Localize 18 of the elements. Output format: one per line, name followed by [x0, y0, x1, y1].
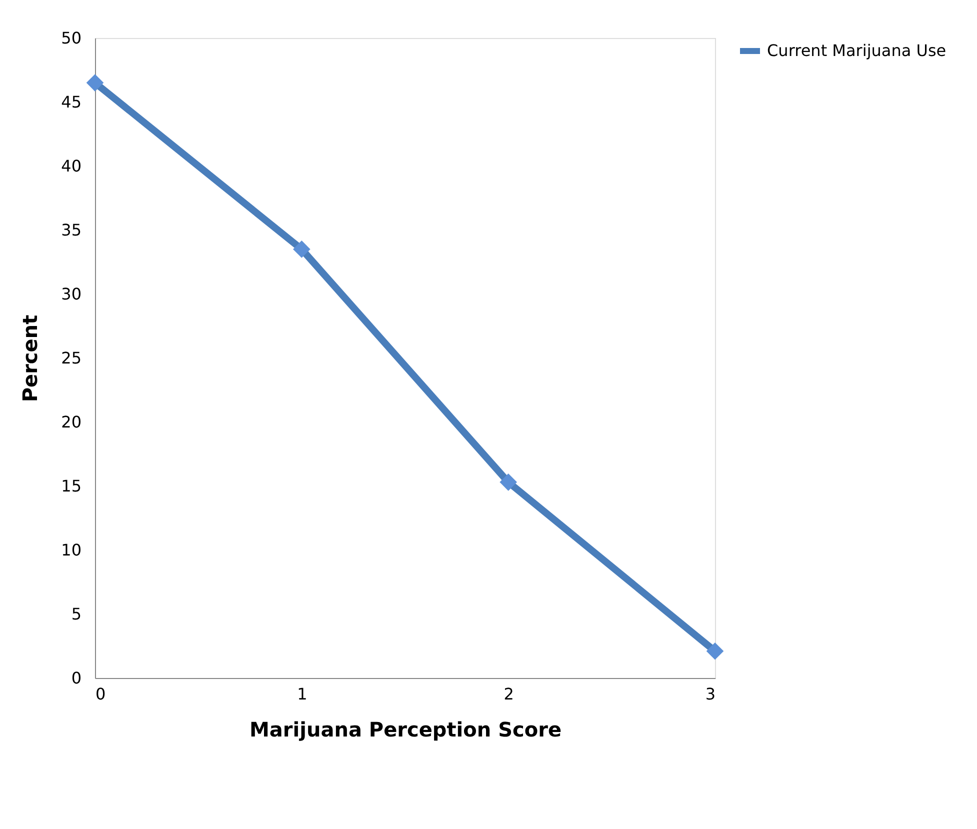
y-tick-label: 45 — [61, 92, 82, 112]
y-axis-title: Percent — [18, 314, 42, 402]
y-tick-label: 15 — [61, 476, 82, 496]
x-tick-label: 3 — [705, 684, 716, 704]
y-tick-label: 0 — [71, 668, 82, 688]
y-tick-label: 35 — [61, 220, 82, 240]
y-tick-label: 30 — [61, 284, 82, 304]
y-tick-label: 40 — [61, 156, 82, 176]
legend-label: Current Marijuana Use — [767, 41, 946, 60]
y-tick-label: 25 — [61, 348, 82, 368]
y-tick-label: 5 — [71, 604, 82, 624]
x-axis-title: Marijuana Perception Score — [249, 718, 562, 742]
y-tick-label: 20 — [61, 412, 82, 432]
x-tick-label: 1 — [297, 684, 308, 704]
x-tick-label: 2 — [504, 684, 514, 704]
x-tick-label: 0 — [96, 684, 106, 704]
y-tick-label: 50 — [61, 28, 82, 48]
y-tick-label: 10 — [61, 540, 82, 560]
